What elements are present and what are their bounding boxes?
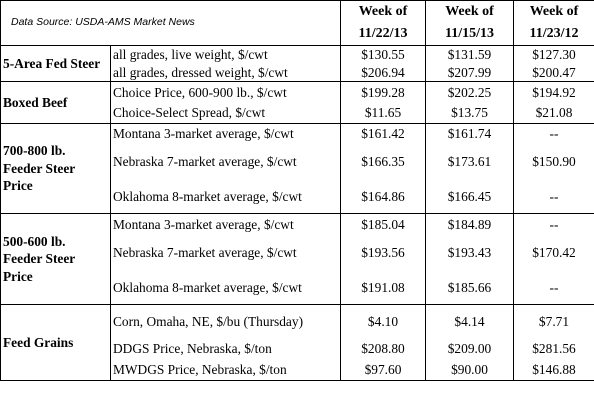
value-cell-week-3: $194.92 (513, 81, 594, 103)
table-row: Choice-Select Spread, $/cwt $11.65 $13.75 $… (1, 102, 594, 124)
table-row: Nebraska 7-market average, $/cwt $166.35 $… (1, 143, 594, 180)
table-row: DDGS Price, Nebraska, $/ton $208.80 $209.0… (1, 338, 594, 360)
value-cell-week-3: $170.42 (532, 244, 576, 260)
value-cell-week-3: $7.71 (513, 304, 594, 339)
value-cell-week-3: $200.47 (532, 64, 576, 80)
row-description: Choice Price, 600-900 lb., $/cwt (110, 81, 341, 103)
value-cell-week-1: $193.56 (340, 234, 426, 271)
value-cell-week-3: $281.56 (532, 341, 576, 357)
value-cell-week-1: $185.04 (340, 213, 426, 235)
value-cell-week-2: $209.00 (425, 338, 514, 360)
value-cell-week-2: $166.45 (425, 179, 514, 214)
row-description: Montana 3-market average, $/cwt (110, 213, 341, 235)
value-cell-week-2: $193.43 (425, 234, 514, 271)
market-price-table: Data Source: USDA-AMS Market News Week o… (0, 0, 594, 381)
value-cell-week-2: $4.14 (425, 304, 514, 339)
value-cell-week-2: $13.75 (425, 102, 514, 124)
value-cell-week-2: $184.89 (425, 213, 514, 235)
row-description: Montana 3-market average, $/cwt (110, 123, 341, 144)
value-cell-week-3: $150.90 (532, 153, 576, 169)
row-description: MWDGS Price, Nebraska, $/ton (110, 359, 341, 381)
value-cell-week-1: $97.60 (340, 359, 426, 381)
week-header-2-date: 11/15/13 (425, 23, 514, 46)
row-description: Nebraska 7-market average, $/cwt (110, 143, 341, 180)
header-row-2: 11/22/13 11/15/13 11/23/12 (1, 23, 594, 46)
row-description: all grades, dressed weight, $/cwt (110, 63, 341, 82)
value-cell-week-3: -- (549, 279, 559, 295)
value-cell-week-3: -- (513, 213, 594, 235)
value-cell-week-3: -- (549, 188, 559, 204)
week-header-3-line1: Week of (529, 4, 579, 20)
table-row: all grades, dressed weight, $/cwt $206.94… (1, 63, 594, 82)
value-cell-week-1: $164.86 (340, 179, 426, 214)
value-cell-week-2: $173.61 (425, 143, 514, 180)
value-cell-week-1: $11.65 (340, 102, 426, 124)
week-header-2-line1: Week of (425, 0, 514, 23)
table-row: 500-600 lb. Feeder Steer Price Montana 3-… (0, 213, 594, 305)
table-row: MWDGS Price, Nebraska, $/ton $97.60 $90.00… (1, 359, 594, 381)
week-header-1-line1: Week of (340, 0, 426, 23)
value-cell-week-2: $207.99 (425, 63, 514, 82)
category-label: 500-600 lb. Feeder Steer Price (0, 213, 111, 305)
value-cell-week-1: $161.42 (340, 123, 426, 144)
table-row: Boxed Beef Choice Price, 600-900 lb., $/c… (0, 81, 594, 124)
data-source-label: Data Source: USDA-AMS Market News (0, 0, 341, 46)
category-label: Boxed Beef (0, 81, 111, 124)
table-row: Nebraska 7-market average, $/cwt $193.56 $… (1, 234, 594, 271)
row-description: Oklahoma 8-market average, $/cwt (110, 179, 341, 214)
table-row: 700-800 lb. Feeder Steer Price Montana 3-… (0, 123, 594, 214)
value-cell-week-3: $146.88 (532, 362, 576, 377)
value-cell-week-2: $185.66 (425, 270, 514, 305)
value-cell-week-2: $202.25 (425, 81, 514, 103)
category-label: Feed Grains (0, 304, 111, 381)
value-cell-week-1: $199.28 (340, 81, 426, 103)
row-description: Nebraska 7-market average, $/cwt (110, 234, 341, 271)
week-header-1-date: 11/22/13 (340, 23, 426, 46)
table-row: Oklahoma 8-market average, $/cwt $164.86 $… (1, 179, 594, 214)
value-cell-week-3: -- (513, 123, 594, 144)
header-row-1: Data Source: USDA-AMS Market News Week o… (0, 0, 594, 46)
value-cell-week-1: $130.55 (340, 45, 426, 64)
category-label: 5-Area Fed Steer (0, 45, 111, 82)
value-cell-week-3: $127.30 (513, 45, 594, 64)
row-description: DDGS Price, Nebraska, $/ton (110, 338, 341, 360)
value-cell-week-1: $4.10 (340, 304, 426, 339)
table-row: Feed Grains Corn, Omaha, NE, $/bu (Thursd… (0, 304, 594, 381)
value-cell-week-1: $208.80 (340, 338, 426, 360)
category-label: 700-800 lb. Feeder Steer Price (0, 123, 111, 214)
table-row: 5-Area Fed Steer all grades, live weight,… (0, 45, 594, 82)
row-description: Corn, Omaha, NE, $/bu (Thursday) (110, 304, 341, 339)
value-cell-week-1: $206.94 (340, 63, 426, 82)
value-cell-week-2: $131.59 (425, 45, 514, 64)
week-header-3-date: 11/23/12 (529, 26, 579, 42)
row-description: all grades, live weight, $/cwt (110, 45, 341, 64)
value-cell-week-2: $90.00 (425, 359, 514, 381)
value-cell-week-1: $166.35 (340, 143, 426, 180)
row-description: Oklahoma 8-market average, $/cwt (110, 270, 341, 305)
value-cell-week-3: $21.08 (535, 105, 573, 120)
value-cell-week-1: $191.08 (340, 270, 426, 305)
row-description: Choice-Select Spread, $/cwt (110, 102, 341, 124)
value-cell-week-2: $161.74 (425, 123, 514, 144)
table-row: Oklahoma 8-market average, $/cwt $191.08 $… (1, 270, 594, 305)
